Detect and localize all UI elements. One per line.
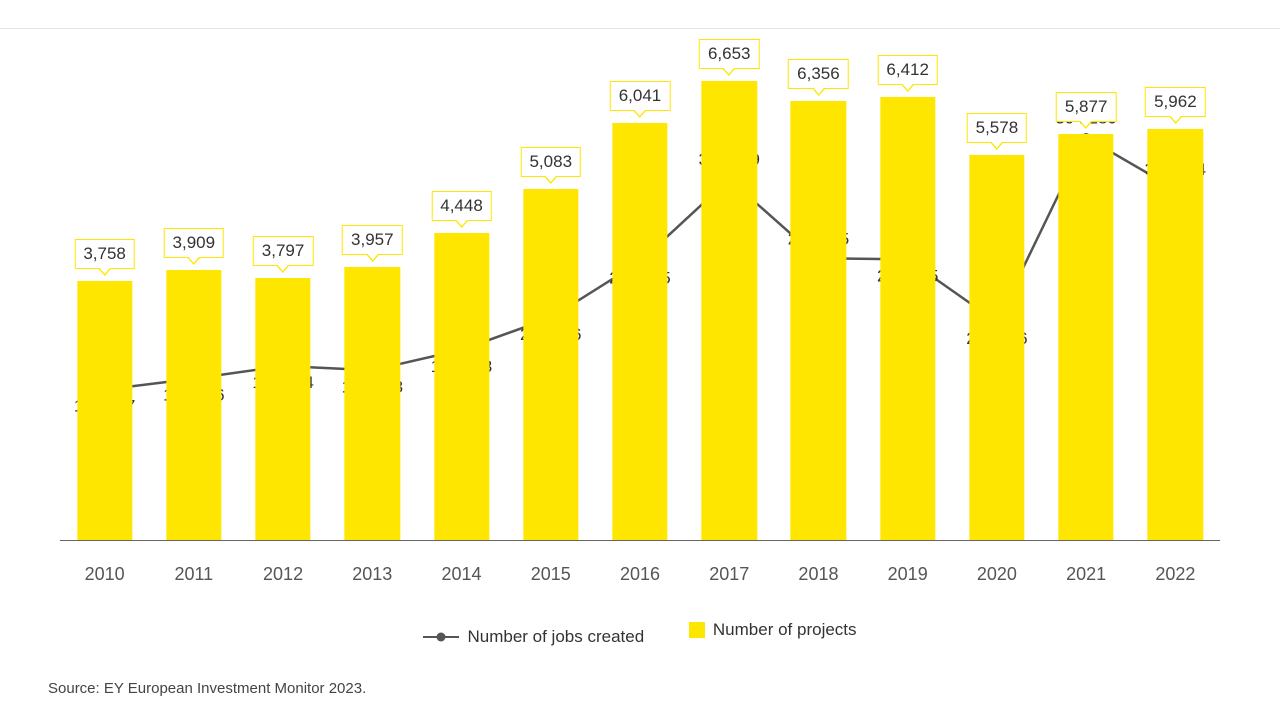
bar bbox=[1058, 134, 1113, 540]
bar-value-label: 6,356 bbox=[788, 59, 849, 89]
legend-dot-icon bbox=[437, 633, 446, 642]
x-tick-label: 2020 bbox=[977, 564, 1017, 585]
bar-value-label: 5,877 bbox=[1056, 92, 1117, 122]
x-tick-label: 2015 bbox=[531, 564, 571, 585]
source-text: Source: EY European Investment Monitor 2… bbox=[48, 680, 366, 697]
bar-value-label: 3,957 bbox=[342, 225, 403, 255]
bar-value-label: 5,962 bbox=[1145, 87, 1206, 117]
x-tick-label: 2012 bbox=[263, 564, 303, 585]
x-tick-label: 2010 bbox=[85, 564, 125, 585]
bar bbox=[1148, 129, 1203, 540]
bar-value-label: 6,041 bbox=[610, 81, 671, 111]
bar bbox=[880, 97, 935, 540]
chart-container: 147,357158,036170,434166,283186,348217,6… bbox=[0, 0, 1280, 720]
x-tick-label: 2019 bbox=[888, 564, 928, 585]
x-tick-label: 2016 bbox=[620, 564, 660, 585]
bar-value-label: 3,797 bbox=[253, 236, 314, 266]
bar bbox=[345, 267, 400, 540]
bar bbox=[434, 233, 489, 540]
x-tick-label: 2021 bbox=[1066, 564, 1106, 585]
x-tick-label: 2022 bbox=[1155, 564, 1195, 585]
x-axis: 2010 2011 2012 2013 2014 2015 2016 2017 2018 2019… bbox=[60, 560, 1220, 590]
bar bbox=[969, 155, 1024, 540]
bar bbox=[791, 101, 846, 540]
plot-area: 147,357158,036170,434166,283186,348217,6… bbox=[60, 50, 1220, 541]
bar-value-label: 6,653 bbox=[699, 39, 760, 69]
x-tick-label: 2013 bbox=[352, 564, 392, 585]
legend-bar-label: Number of projects bbox=[713, 620, 857, 640]
bar bbox=[77, 281, 132, 540]
legend: Number of jobs created Number of project… bbox=[0, 620, 1280, 647]
bar bbox=[702, 81, 757, 540]
bar-value-label: 6,412 bbox=[877, 55, 938, 85]
bar-value-label: 4,448 bbox=[431, 191, 492, 221]
legend-square-icon bbox=[689, 622, 705, 638]
bar-value-label: 3,758 bbox=[74, 239, 135, 269]
legend-line-label: Number of jobs created bbox=[467, 627, 644, 647]
legend-item-projects: Number of projects bbox=[689, 620, 857, 640]
bar bbox=[612, 123, 667, 540]
x-tick-label: 2017 bbox=[709, 564, 749, 585]
bar-value-label: 5,578 bbox=[967, 113, 1028, 143]
top-divider bbox=[0, 28, 1280, 29]
bar-value-label: 3,909 bbox=[164, 228, 225, 258]
bar bbox=[523, 189, 578, 540]
x-tick-label: 2014 bbox=[442, 564, 482, 585]
x-tick-label: 2018 bbox=[798, 564, 838, 585]
legend-line-icon bbox=[423, 636, 459, 638]
bar bbox=[255, 278, 310, 540]
x-tick-label: 2011 bbox=[174, 564, 213, 585]
bar bbox=[166, 270, 221, 540]
bar-value-label: 5,083 bbox=[520, 147, 581, 177]
legend-item-jobs: Number of jobs created bbox=[423, 627, 644, 647]
